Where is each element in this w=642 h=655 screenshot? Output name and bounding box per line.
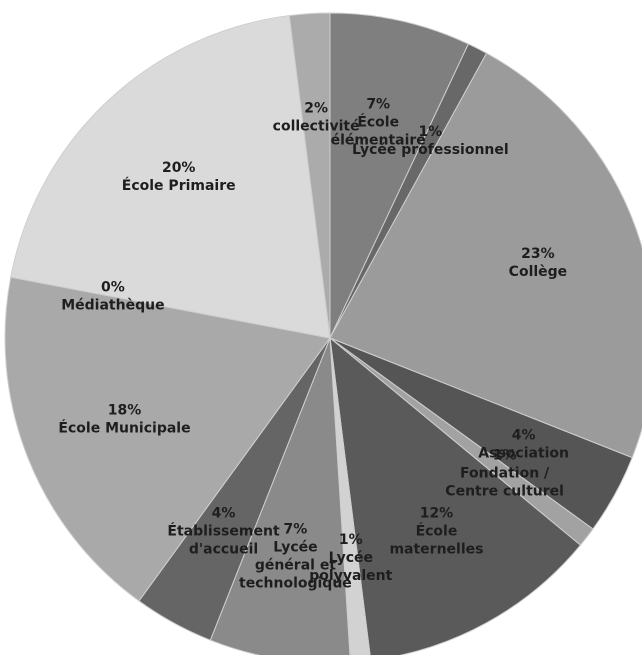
slice-label: 20%École Primaire <box>122 160 236 194</box>
pie-slice <box>329 336 582 655</box>
slice-category-label: Médiathèque <box>61 298 164 314</box>
slice-label: 4%Établissement d'accueil <box>167 506 280 558</box>
slice-category-label: École <box>416 523 458 540</box>
pie-slice <box>209 337 351 655</box>
slice-label: 2% collectivité <box>273 100 360 134</box>
slice-category-label: Lycée <box>329 550 373 566</box>
slice-label: 7%École élémentaire <box>331 96 426 148</box>
slice-value-label: 20% <box>162 160 196 176</box>
slice-category-label: technologique <box>239 575 352 591</box>
slice-value-label: 23% <box>521 246 555 262</box>
slice-category-label: polyvalent <box>309 568 392 584</box>
pie-slice <box>4 276 331 602</box>
slice-category-label: École Municipale <box>58 419 190 436</box>
slice-value-label: 0% <box>101 280 125 296</box>
pie-slice <box>329 52 642 459</box>
slice-value-label: 1% <box>493 447 517 463</box>
slice-label: 23% Collège <box>509 246 568 280</box>
pie-slice <box>329 12 470 339</box>
slice-category-label: collectivité <box>273 118 360 134</box>
slice-category-label: Centre culturel <box>445 483 564 499</box>
slice-label: 0% Médiathèque <box>61 280 164 314</box>
slice-label: 18%École Municipale <box>58 402 190 436</box>
slice-label: 7% Lycée général et technologique <box>239 521 352 591</box>
slice-value-label: 18% <box>108 402 142 418</box>
slice-category-label: École Primaire <box>122 177 236 194</box>
slice-category-label: d'accueil <box>189 542 258 558</box>
slice-label: 12%École maternelles <box>389 506 483 558</box>
slice-value-label: 7% <box>284 521 308 537</box>
slice-category-label: maternelles <box>389 542 483 558</box>
slice-category-label: École <box>357 113 399 130</box>
slice-category-label: Association <box>478 445 569 461</box>
slice-label: 1% Lycée professionnel <box>352 124 509 158</box>
slice-label: 4% Association <box>478 427 569 461</box>
pie-slice <box>10 15 331 339</box>
slice-value-label: 4% <box>512 427 536 443</box>
slice-label: 1% Lycée polyvalent <box>309 532 392 584</box>
pie-slice <box>329 337 371 655</box>
slice-value-label: 2% <box>304 100 328 116</box>
pie-slice <box>288 12 331 339</box>
slice-category-label: général et <box>255 557 336 573</box>
slice-category-label: Établissement <box>167 523 280 540</box>
slice-value-label: 7% <box>366 96 390 112</box>
slice-value-label: 1% <box>339 532 363 548</box>
slice-value-label: 1% <box>418 124 442 140</box>
slice-category-label: Fondation / <box>460 465 550 481</box>
slice-label: 1% Fondation / Centre culturel <box>445 447 564 499</box>
slice-category-label: Collège <box>509 264 568 280</box>
slice-value-label: 12% <box>420 506 454 522</box>
slice-category-label: élémentaire <box>331 132 426 148</box>
slice-category-label: Lycée <box>273 539 317 555</box>
slice-category-label: Lycée professionnel <box>352 142 509 158</box>
slice-value-label: 4% <box>212 506 236 522</box>
